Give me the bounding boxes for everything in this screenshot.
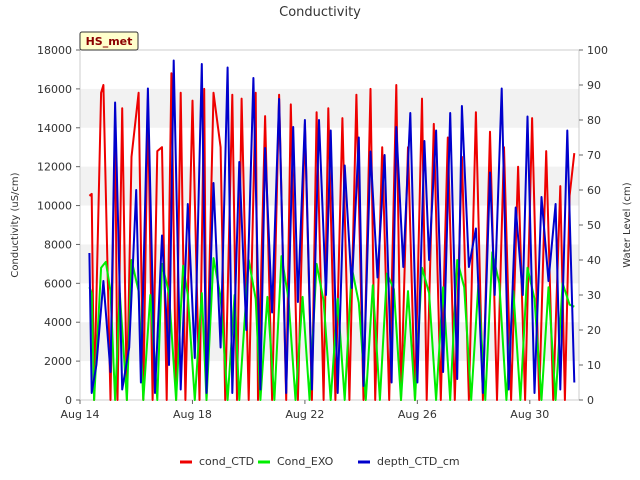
y-tick-label: 6000	[44, 277, 72, 290]
y2-tick-label: 20	[587, 324, 601, 337]
legend-label-depth_CTD_cm: depth_CTD_cm	[377, 455, 460, 468]
y-axis-label: Conductivity (uS/cm)	[10, 172, 21, 277]
x-tick-label: Aug 14	[61, 408, 100, 421]
legend-label-Cond_EXO: Cond_EXO	[277, 455, 334, 468]
y2-tick-label: 40	[587, 254, 601, 267]
y2-tick-label: 30	[587, 289, 601, 302]
station-badge: HS_met	[79, 31, 139, 51]
y-tick-label: 0	[65, 394, 72, 407]
y2-tick-label: 80	[587, 114, 601, 127]
y2-tick-label: 100	[587, 44, 608, 57]
y-tick-label: 4000	[44, 316, 72, 329]
y-tick-label: 12000	[37, 161, 72, 174]
y-tick-label: 8000	[44, 238, 72, 251]
y2-tick-label: 90	[587, 79, 601, 92]
y2-tick-label: 60	[587, 184, 601, 197]
legend: cond_CTD Cond_EXO depth_CTD_cm	[180, 455, 460, 468]
y2-tick-label: 0	[587, 394, 594, 407]
y2-tick-label: 50	[587, 219, 601, 232]
series-line-depth_CTD_cm	[88, 59, 576, 394]
y-tick-label: 14000	[37, 122, 72, 135]
y2-tick-label: 10	[587, 359, 601, 372]
y2-axis-label: Water Level (cm)	[622, 182, 633, 267]
x-tick-label: Aug 26	[398, 408, 437, 421]
x-tick-label: Aug 18	[173, 408, 212, 421]
axes-layer: 0 2000 4000 6000 8000 10000 12000 14000 16000 180…	[37, 44, 608, 421]
station-badge-label: HS_met	[86, 35, 133, 48]
y2-tick-label: 70	[587, 149, 601, 162]
y-tick-label: 10000	[37, 200, 72, 213]
series-layer	[88, 59, 576, 401]
x-tick-label: Aug 30	[510, 408, 549, 421]
x-tick-label: Aug 22	[285, 408, 324, 421]
legend-label-cond_CTD: cond_CTD	[199, 455, 254, 468]
y-tick-label: 2000	[44, 355, 72, 368]
y-tick-label: 18000	[37, 44, 72, 57]
chart-title: Conductivity	[279, 5, 361, 20]
y-tick-label: 16000	[37, 83, 72, 96]
